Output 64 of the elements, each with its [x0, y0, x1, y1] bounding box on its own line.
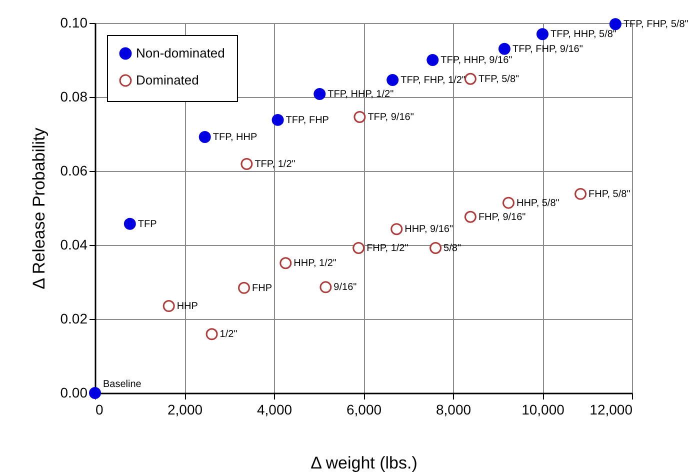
point: [502, 196, 514, 209]
point: [498, 42, 510, 55]
x-tick-label: 12,000: [590, 402, 633, 418]
point: [206, 328, 218, 340]
point: [390, 223, 403, 236]
x-axis-title: Δ weight (lbs.): [310, 454, 418, 472]
annotation: FHP, 5/8": [588, 188, 631, 200]
point: [280, 257, 292, 270]
point: [320, 281, 332, 294]
annotation: Baseline: [103, 379, 142, 390]
x-tick-label: 6,000: [346, 402, 382, 418]
annotation: FHP, 1/2": [366, 242, 409, 254]
y-tick-label: 0.10: [60, 14, 88, 30]
annotation: HHP, 5/8": [516, 198, 560, 209]
point: [198, 130, 211, 143]
annotation: HHP, 1/2": [294, 258, 337, 270]
x-tick-label: 2,000: [167, 402, 203, 418]
annotation: 5/8": [444, 242, 462, 254]
x-tick-label: 4,000: [256, 402, 292, 418]
annotation: TFP, 5/8": [478, 74, 520, 85]
point: [574, 188, 587, 200]
annotation: FHP: [252, 282, 272, 294]
point: [238, 282, 250, 294]
annotation: HHP: [176, 301, 198, 312]
annotation: TFP, HHP: [212, 132, 258, 143]
point: [464, 72, 476, 85]
y-axis-title: Δ Release Probability: [29, 127, 48, 290]
point: [536, 28, 548, 40]
annotation: TFP, 1/2": [254, 158, 296, 170]
x-tick-label: 0: [96, 402, 104, 418]
annotation: TFP, FHP: [286, 114, 330, 126]
annotation: HHP, 9/16": [404, 224, 454, 236]
annotation: TFP, FHP, 1/2": [400, 74, 466, 86]
point: [464, 210, 476, 223]
point: [426, 54, 439, 66]
point: [354, 110, 366, 123]
legend-label: Dominated: [136, 72, 199, 88]
annotation: TFP, FHP, 5/8": [623, 19, 689, 30]
annotation: 9/16": [334, 282, 358, 294]
annotation: TFP, HHP, 5/8": [550, 29, 617, 40]
point: [352, 242, 365, 254]
annotation: TFP, FHP, 9/16": [512, 44, 584, 55]
point: [430, 242, 442, 254]
annotation: 1/2": [220, 329, 238, 340]
legend-label: Non-dominated: [136, 46, 225, 60]
y-tick-label: 0.04: [60, 236, 88, 252]
annotation: TFP, HHP, 9/16": [440, 55, 513, 66]
y-tick-label: 0.02: [60, 310, 88, 326]
x-tick-label: 8,000: [436, 402, 472, 418]
point: [240, 158, 253, 170]
point: [314, 88, 326, 100]
annotation: TFP, HHP, 1/2": [328, 89, 394, 100]
point: [386, 74, 399, 86]
y-tick-label: 0.08: [60, 88, 88, 104]
point: [124, 218, 136, 230]
point: [162, 300, 175, 312]
y-tick-label: 0.00: [60, 384, 88, 400]
point: [272, 114, 284, 126]
annotation: FHP, 9/16": [478, 212, 526, 223]
y-tick-label: 0.06: [60, 162, 88, 178]
annotation: TFP, 9/16": [368, 112, 414, 123]
x-tick-label: 10,000: [522, 402, 565, 418]
point: [609, 18, 622, 30]
annotation: TFP: [138, 218, 158, 230]
